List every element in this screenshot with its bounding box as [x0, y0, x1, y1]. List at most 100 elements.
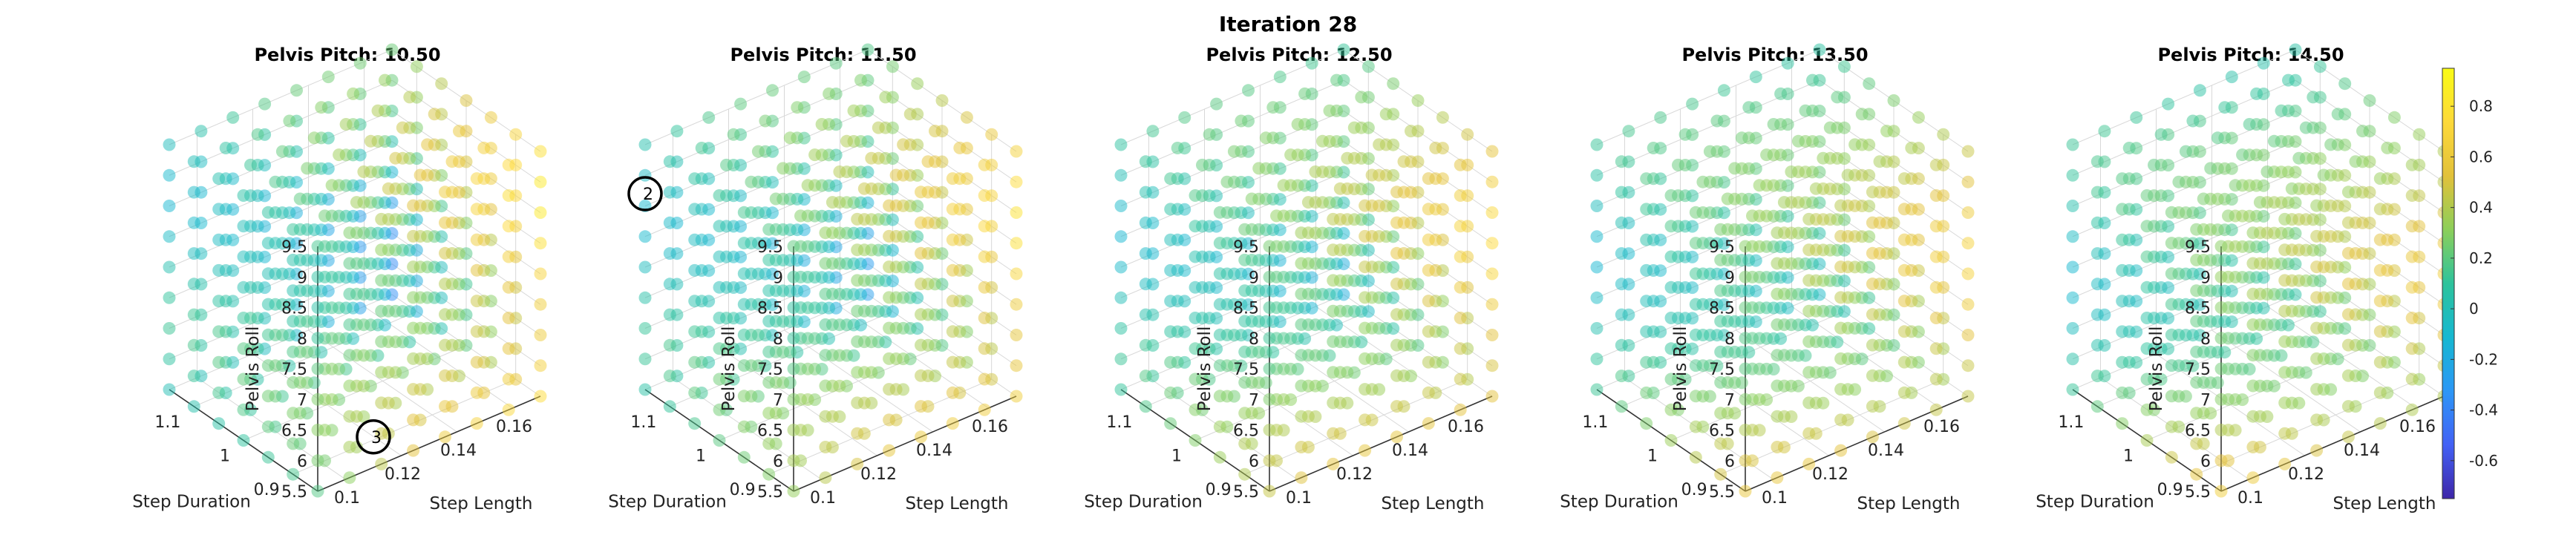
data-point: [872, 121, 885, 134]
data-point: [1929, 312, 1943, 324]
data-point: [663, 216, 676, 229]
data-point: [321, 70, 335, 84]
data-point: [445, 155, 459, 168]
data-point: [1010, 298, 1023, 311]
data-point: [1359, 229, 1372, 243]
data-point: [1485, 267, 1499, 280]
data-point: [251, 128, 264, 141]
data-point: [301, 162, 314, 175]
data-point: [2310, 260, 2324, 274]
y-axis-label: Step Duration: [2036, 493, 2154, 512]
data-point: [2066, 383, 2079, 396]
data-point: [1664, 220, 1678, 233]
data-point: [787, 240, 800, 253]
data-point: [1387, 77, 1400, 91]
data-point: [1689, 420, 1702, 433]
data-point: [1622, 125, 1635, 138]
data-point: [1897, 172, 1911, 186]
data-point: [2246, 441, 2260, 453]
data-point: [1640, 203, 1653, 216]
data-point: [1802, 427, 1816, 440]
data-point: [2278, 396, 2292, 410]
data-point: [1640, 355, 1653, 369]
data-point: [1295, 349, 1308, 362]
data-points: [2066, 43, 2451, 498]
data-point: [1647, 142, 1660, 154]
data-point: [1912, 111, 1925, 124]
data-point: [1802, 212, 1816, 226]
data-point: [2090, 400, 2104, 413]
x-axis-label: Step Length: [1381, 494, 1484, 513]
data-point: [2211, 131, 2224, 145]
data-point: [212, 233, 226, 246]
y-tick-label: 1.1: [630, 413, 656, 432]
data-point: [1791, 134, 1805, 148]
data-point: [534, 329, 547, 341]
data-point: [787, 270, 800, 283]
data-point: [2186, 114, 2200, 128]
data-point: [1263, 454, 1276, 467]
data-point: [1164, 172, 1177, 186]
data-point: [819, 226, 832, 240]
data-point: [663, 400, 676, 413]
data-point: [1689, 450, 1702, 464]
data-point: [769, 192, 782, 206]
data-point: [638, 230, 652, 243]
data-point: [638, 352, 652, 366]
data-point: [375, 366, 388, 379]
data-point: [470, 417, 483, 430]
data-point: [439, 246, 451, 260]
data-point: [1189, 342, 1202, 355]
data-point: [1485, 329, 1499, 341]
z-tick-label: 5.5: [1233, 483, 1259, 502]
data-point: [1010, 175, 1023, 188]
data-point: [2098, 125, 2111, 138]
data-point: [1664, 312, 1678, 324]
data-point: [1010, 237, 1023, 250]
data-point: [2278, 427, 2292, 440]
data-point: [2246, 349, 2260, 362]
figure-title: Iteration 28: [1219, 12, 1357, 36]
data-point: [727, 128, 740, 141]
data-point: [2090, 278, 2104, 291]
z-axis-label: Pelvis Roll: [243, 326, 263, 412]
data-point: [2278, 457, 2292, 470]
data-point: [1771, 349, 1784, 362]
x-tick-label: 0.1: [2237, 489, 2263, 508]
data-point: [534, 267, 547, 280]
data-point: [1189, 280, 1202, 294]
data-point: [1010, 206, 1023, 219]
data-point: [1714, 284, 1727, 298]
y-axis-label: Step Duration: [608, 493, 727, 512]
data-point: [2313, 60, 2327, 73]
data-point: [1831, 91, 1844, 104]
data-point: [2405, 189, 2419, 202]
data-point: [1696, 175, 1710, 188]
data-point: [1590, 260, 1604, 274]
data-point: [851, 366, 864, 379]
z-tick-label: 8.5: [1233, 300, 1259, 318]
data-point: [1327, 274, 1340, 287]
data-point: [2130, 111, 2143, 124]
subplot-panels: Pelvis Pitch: 10.505.566.577.588.599.50.…: [132, 43, 2451, 513]
data-point: [2116, 386, 2129, 399]
data-point: [2310, 352, 2324, 365]
data-point: [762, 345, 776, 358]
data-point: [2405, 403, 2419, 416]
data-point: [1771, 441, 1784, 453]
data-point: [1139, 308, 1152, 321]
data-point: [1590, 383, 1604, 396]
data-point: [1689, 328, 1702, 341]
data-point: [1929, 250, 1943, 263]
data-point: [1929, 280, 1943, 294]
data-point: [1213, 206, 1226, 219]
data-point: [2214, 424, 2228, 436]
data-point: [1866, 216, 1879, 229]
data-point: [502, 342, 515, 355]
data-point: [2222, 209, 2235, 223]
data-point: [1615, 155, 1628, 168]
data-point: [2373, 172, 2387, 186]
data-point: [1238, 284, 1252, 298]
data-point: [766, 84, 779, 97]
data-point: [1436, 111, 1449, 124]
